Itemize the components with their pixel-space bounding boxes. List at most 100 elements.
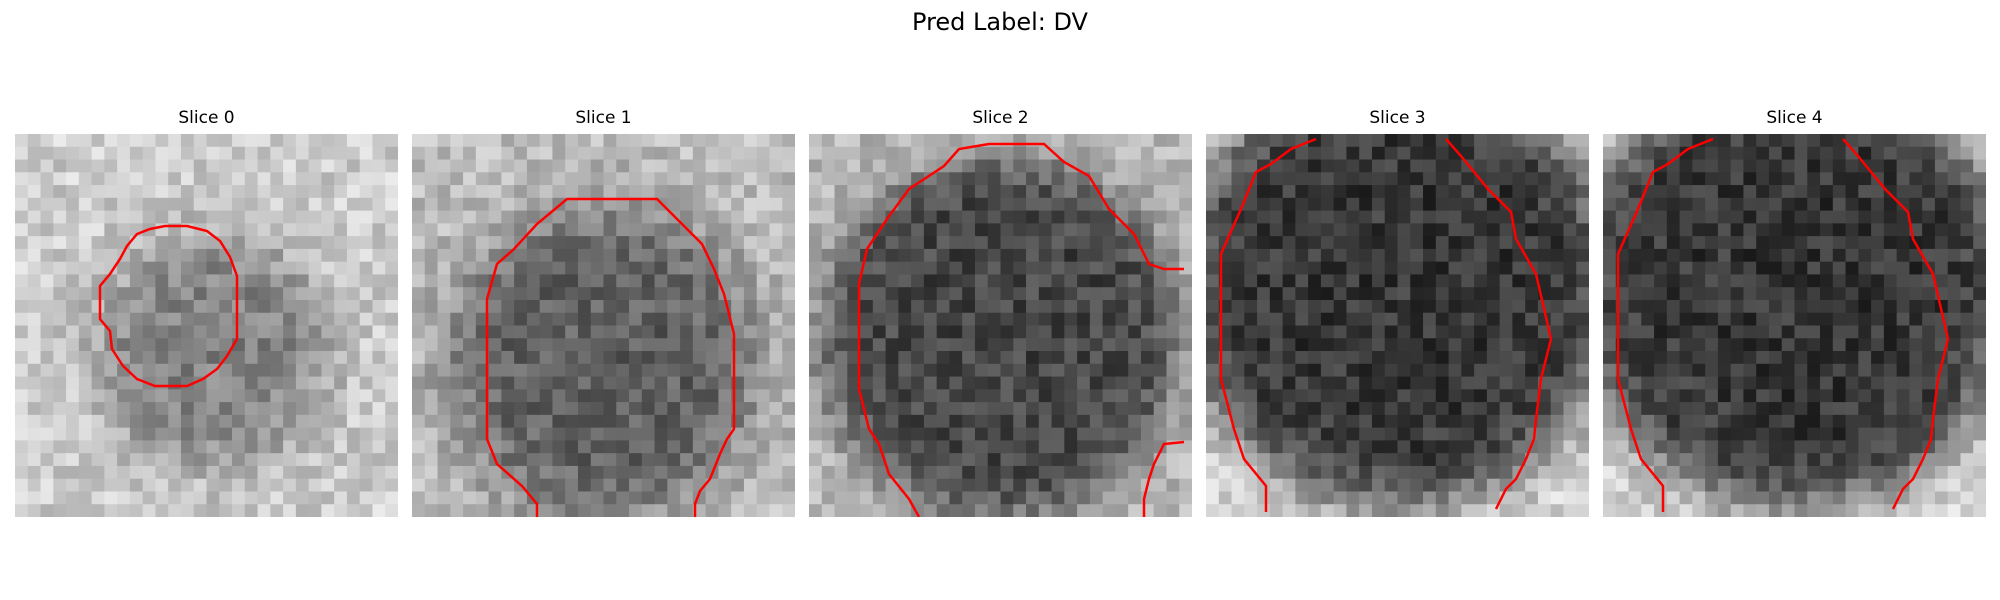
pixel <box>1461 210 1475 224</box>
pixel <box>321 197 335 212</box>
pixel <box>987 402 1001 416</box>
pixel <box>463 134 477 148</box>
pixel <box>1051 478 1065 492</box>
pixel <box>1537 159 1552 173</box>
pixel <box>193 338 207 352</box>
pixel <box>1896 402 1910 416</box>
pixel <box>654 274 668 288</box>
pixel <box>1282 491 1296 505</box>
pixel <box>1089 351 1104 365</box>
pixel <box>1499 185 1513 199</box>
pixel <box>552 427 566 441</box>
pixel <box>321 159 335 173</box>
pixel <box>1730 363 1744 378</box>
pixel <box>129 504 144 517</box>
pixel <box>219 427 233 441</box>
pixel <box>1089 159 1104 173</box>
pixel <box>1934 402 1949 416</box>
pixel <box>1654 440 1668 454</box>
pixel <box>1499 376 1513 390</box>
pixel <box>1781 491 1795 505</box>
pixel <box>1973 274 1986 288</box>
pixel <box>1615 478 1630 492</box>
pixel <box>1423 465 1437 480</box>
pixel <box>514 325 528 339</box>
pixel <box>1218 465 1233 480</box>
pixel <box>1410 185 1424 199</box>
pixel <box>1858 465 1872 480</box>
pixel <box>1038 236 1053 250</box>
pixel <box>1537 453 1552 467</box>
pixel <box>1051 363 1065 378</box>
pixel <box>1359 504 1373 517</box>
pixel <box>911 236 925 250</box>
pixel <box>1922 223 1936 237</box>
pixel <box>308 223 322 237</box>
pixel <box>463 453 477 467</box>
pixel <box>142 210 156 224</box>
pixel <box>565 440 579 454</box>
pixel <box>1051 440 1065 454</box>
pixel <box>1525 427 1539 441</box>
pixel <box>936 236 950 250</box>
pixel <box>565 325 579 339</box>
pixel <box>117 274 131 288</box>
pixel <box>1435 236 1450 250</box>
pixel <box>270 414 284 429</box>
pixel <box>936 453 950 467</box>
pixel <box>1947 287 1961 301</box>
pixel <box>437 146 451 161</box>
pixel <box>1934 223 1949 237</box>
pixel <box>949 312 963 326</box>
pixel <box>769 453 783 467</box>
pixel <box>1064 185 1078 199</box>
pixel <box>898 414 912 429</box>
pixel <box>629 248 643 263</box>
pixel <box>295 146 310 161</box>
pixel <box>1308 504 1322 517</box>
pixel <box>718 491 732 505</box>
pixel <box>424 338 439 352</box>
pixel <box>1960 159 1974 173</box>
pixel <box>1397 465 1411 480</box>
pixel <box>1525 325 1539 339</box>
pixel <box>66 351 80 365</box>
pixel <box>1423 389 1437 403</box>
pixel <box>1371 402 1386 416</box>
pixel <box>501 504 515 517</box>
pixel <box>590 146 604 161</box>
pixel <box>743 134 758 148</box>
pixel <box>142 146 156 161</box>
pixel <box>475 134 490 148</box>
slice-image-4 <box>1603 134 1986 517</box>
pixel <box>1179 465 1192 480</box>
pixel <box>308 325 322 339</box>
pixel <box>1615 504 1630 517</box>
pixel <box>603 197 617 212</box>
pixel <box>847 465 861 480</box>
pixel <box>1346 325 1360 339</box>
pixel <box>756 197 770 212</box>
pixel <box>1410 146 1424 161</box>
pixel <box>1947 223 1961 237</box>
pixel <box>616 312 630 326</box>
pixel <box>1153 491 1167 505</box>
pixel <box>1320 261 1335 275</box>
pixel <box>923 274 938 288</box>
pixel <box>1883 261 1898 275</box>
pixel <box>437 185 451 199</box>
pixel <box>40 197 54 212</box>
pixel <box>616 236 630 250</box>
pixel <box>40 491 54 505</box>
pixel <box>1257 248 1271 263</box>
pixel <box>1038 312 1053 326</box>
pixel <box>1102 440 1116 454</box>
pixel <box>1282 197 1296 212</box>
pixel <box>232 197 246 212</box>
pixel <box>1077 159 1091 173</box>
pixel <box>847 159 861 173</box>
pixel <box>1359 223 1373 237</box>
pixel <box>1077 325 1091 339</box>
pixel <box>1448 363 1462 378</box>
pixel <box>603 146 617 161</box>
